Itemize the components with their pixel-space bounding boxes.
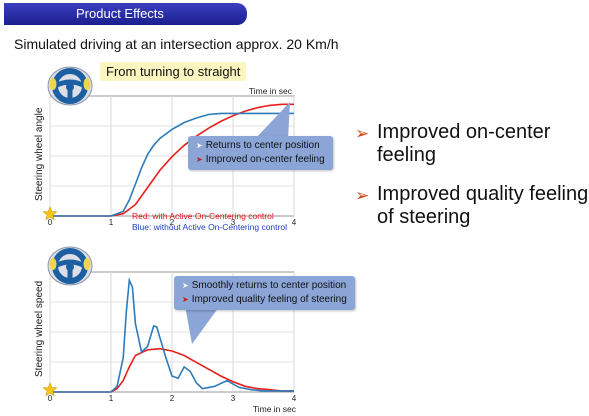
x-tick-label: 4 [292, 394, 297, 403]
arrow-bullet-icon: ➢ [355, 186, 370, 205]
x-tick-label: 2 [170, 218, 175, 227]
x-tick-label: 0 [48, 394, 53, 403]
star-icon [42, 382, 58, 397]
x-tick-label: 4 [292, 218, 297, 227]
arrow-icon: ➤ [196, 155, 203, 164]
effect-text: Improved on-center feeling [377, 121, 551, 166]
y-axis-label: Steering wheel speed [34, 281, 45, 377]
x-tick-label: 3 [231, 218, 236, 227]
series-line-blue [50, 112, 294, 217]
x-tick-label: 1 [109, 218, 114, 227]
effect-item-quality: ➢ Improved quality feeling of steering [355, 183, 589, 229]
legend-blue: Blue: without Active On-Centering contro… [132, 222, 287, 232]
steering-wheel-icon [44, 64, 96, 113]
arrow-icon: ➤ [196, 141, 203, 150]
callout-top: ➤ Returns to center position ➤ Improved on… [188, 136, 333, 170]
callout-bottom-line-1: Smoothly returns to center position [191, 280, 347, 291]
subtitle: Simulated driving at an intersection app… [14, 36, 339, 52]
effect-item-on-center: ➢ Improved on-center feeling [355, 121, 577, 167]
callout-pointer [184, 300, 224, 344]
x-tick-label: 0 [48, 218, 53, 227]
legend-top: Red: with Active On-Centering control Bl… [132, 211, 287, 233]
series-line-blue [50, 277, 294, 393]
legend-red: Red: with Active On-Centering control [132, 211, 274, 221]
note-turning-to-straight: From turning to straight [100, 62, 247, 81]
y-axis-label: Steering wheel angle [34, 107, 45, 201]
arrow-bullet-icon: ➢ [355, 124, 370, 143]
section-tab[interactable]: Product Effects [4, 3, 247, 25]
series-line-red [50, 347, 294, 393]
x-axis-label: Time in sec [249, 86, 293, 96]
effect-text: Improved quality feeling of steering [377, 183, 589, 228]
arrow-icon: ➤ [182, 295, 189, 304]
callout-bottom-line-2: Improved quality feeling of steering [191, 294, 347, 305]
steering-wheel-icon [44, 244, 96, 293]
callout-pointer [254, 102, 290, 140]
callout-top-line-1: Returns to center position [205, 140, 320, 151]
x-tick-label: 2 [170, 394, 175, 403]
section-tab-label: Product Effects [76, 6, 164, 21]
callout-bottom: ➤ Smoothly returns to center position ➤ Im… [174, 276, 355, 310]
x-axis-label: Time in sec [253, 404, 297, 414]
x-tick-label: 3 [231, 394, 236, 403]
callout-top-line-2: Improved on-center feeling [205, 154, 325, 165]
star-icon [42, 206, 58, 221]
x-tick-label: 1 [109, 394, 114, 403]
arrow-icon: ➤ [182, 281, 189, 290]
